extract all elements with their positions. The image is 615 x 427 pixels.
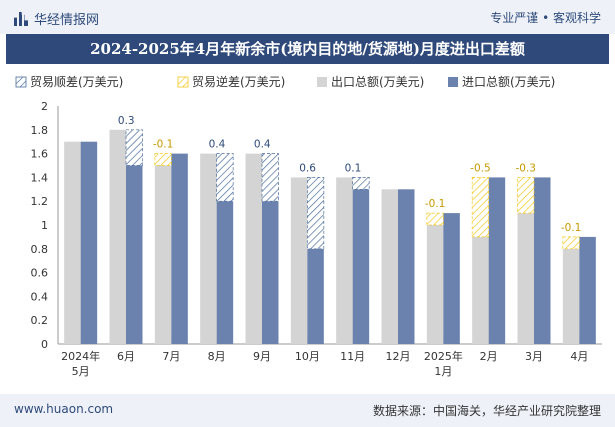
legend-export-swatch	[317, 77, 327, 87]
x-tick-label: 8月	[208, 350, 226, 363]
y-tick-label: 0.4	[31, 290, 49, 303]
x-tick-label: 2024年	[61, 349, 100, 363]
deficit-bar	[154, 153, 172, 166]
legend-surplus-label: 贸易顺差(万美元)	[30, 75, 123, 89]
bars	[64, 129, 596, 344]
y-tick-label: 1.2	[31, 195, 49, 208]
legend-deficit-label: 贸易逆差(万美元)	[192, 74, 285, 89]
y-tick-label: 1.4	[31, 171, 49, 184]
x-tick-label: 1月	[434, 365, 452, 378]
y-tick-label: 2	[41, 100, 48, 113]
legend-deficit-swatch	[177, 76, 189, 88]
tagline: 专业严谨 • 客观科学	[490, 11, 601, 25]
x-tick-label: 2025年	[424, 349, 463, 363]
legend-surplus-swatch	[15, 76, 27, 88]
legend: 贸易顺差(万美元) 贸易逆差(万美元) 出口总额(万美元) 进口总额(万美元)	[15, 74, 555, 89]
balance-label: 0.1	[345, 162, 362, 174]
balance-label: -0.3	[516, 162, 537, 174]
export-bar	[517, 213, 534, 344]
balance-label: -0.1	[561, 222, 582, 234]
axes: 0 0.2 0.4 0.6 0.8 1 1.2 1.4 1.6 1.8 2 2024年 5月 6月 7月 8月…	[31, 100, 602, 378]
data-labels: 0.3 -0.1 0.4 0.4 0.6 0.1 -0.1 -0.5 -0.3 -0.1	[118, 115, 581, 234]
import-bar	[216, 201, 234, 344]
import-bar	[171, 153, 188, 344]
balance-label: 0.4	[254, 139, 271, 151]
balance-label: -0.5	[470, 162, 491, 174]
export-bar	[336, 177, 353, 344]
header-bar: 华经情报网 专业严谨 • 客观科学	[0, 0, 615, 34]
x-tick-label: 2月	[480, 350, 498, 363]
export-bar	[109, 129, 126, 344]
x-tick-label: 4月	[570, 350, 588, 363]
export-bar	[64, 141, 81, 344]
legend-import-label: 进口总额(万美元)	[462, 75, 555, 89]
import-bar	[443, 213, 460, 344]
export-bar	[245, 153, 262, 344]
import-bar	[398, 189, 415, 344]
balance-label: 0.6	[299, 162, 316, 174]
y-tick-label: 0.8	[31, 243, 49, 256]
brand[interactable]: 华经情报网	[14, 9, 99, 28]
export-bar	[562, 248, 580, 344]
import-bar	[307, 248, 324, 344]
y-tick-label: 0.6	[31, 267, 49, 280]
y-tick-label: 1.8	[31, 124, 49, 137]
footer-bar: www.huaon.com 数据来源：中国海关，华经产业研究院整理	[0, 394, 615, 427]
chart-title: 2024-2025年4月年新余市(境内目的地/货源地)月度进出口差额	[6, 34, 609, 64]
y-tick-label: 1	[41, 219, 48, 232]
x-tick-label: 12月	[386, 350, 411, 363]
y-tick-label: 0.2	[31, 314, 49, 327]
bar-chart: 贸易顺差(万美元) 贸易逆差(万美元) 出口总额(万美元) 进口总额(万美元) 0 0.…	[15, 74, 602, 378]
balance-label: 0.4	[209, 139, 226, 151]
deficit-bar	[471, 177, 490, 238]
deficit-bar	[426, 212, 444, 226]
balance-label: -0.1	[425, 198, 446, 210]
import-bar	[579, 236, 596, 344]
data-source: 数据来源：中国海关，华经产业研究院整理	[372, 404, 601, 418]
import-bar	[80, 141, 98, 344]
export-bar	[381, 189, 398, 344]
surplus-bar	[352, 177, 370, 190]
export-bar	[200, 153, 217, 344]
import-bar	[534, 177, 551, 344]
surplus-bar	[216, 153, 234, 202]
y-tick-label: 1.6	[31, 148, 49, 161]
deficit-bar	[517, 177, 535, 214]
x-tick-label: 7月	[162, 350, 180, 363]
export-bar	[426, 225, 444, 344]
x-tick-label: 6月	[117, 350, 135, 363]
import-bar	[126, 165, 143, 344]
surplus-bar	[261, 153, 279, 202]
brand-name: 华经情报网	[34, 13, 100, 28]
legend-import-swatch	[448, 77, 458, 87]
import-bar	[352, 189, 370, 344]
import-bar	[488, 177, 506, 344]
x-tick-label: 5月	[72, 365, 90, 378]
y-tick-label: 0	[41, 338, 48, 351]
balance-label: 0.3	[118, 115, 135, 127]
deficit-bar	[562, 236, 580, 250]
x-tick-label: 9月	[253, 350, 271, 363]
x-tick-label: 3月	[525, 350, 543, 363]
x-tick-label: 10月	[295, 350, 320, 363]
export-bar	[472, 236, 489, 344]
surplus-bar	[125, 129, 143, 166]
x-tick-label: 11月	[340, 350, 365, 363]
import-bar	[262, 201, 279, 344]
legend-export-label: 出口总额(万美元)	[331, 75, 424, 89]
export-bar	[154, 165, 172, 344]
bar-chart-logo-icon	[14, 12, 28, 26]
balance-label: -0.1	[153, 139, 174, 151]
site-link[interactable]: www.huaon.com	[14, 402, 114, 416]
surplus-bar	[306, 177, 325, 250]
export-bar	[290, 177, 308, 344]
